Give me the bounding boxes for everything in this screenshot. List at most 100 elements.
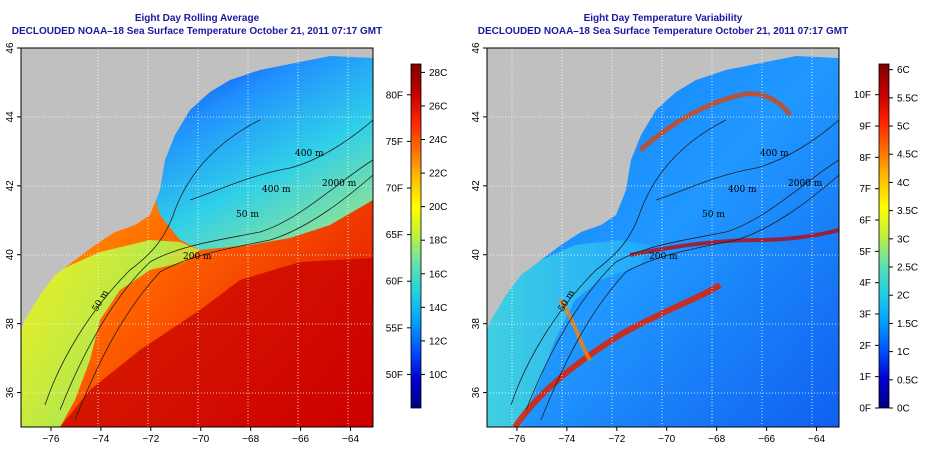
right-lat-tick-label: 36: [471, 387, 482, 399]
right-lon-axis: −76 −74 −72 −70 −68 −66 −64: [508, 427, 825, 445]
left-cbar-celsius-label: 14C: [429, 303, 447, 314]
right-cbar-celsius-label: 2C: [897, 291, 910, 302]
right-shelf-front: [512, 282, 722, 427]
left-lat-tick-label: 38: [5, 318, 16, 330]
left-lat-tick-label: 44: [5, 111, 16, 123]
right-lat-tick-label: 38: [471, 318, 482, 330]
right-cbar-fahrenheit-label: 4F: [859, 278, 871, 289]
left-shelf-water: [21, 240, 200, 427]
right-contour-label: 50 m: [702, 210, 725, 220]
left-lon-tick-label: −64: [342, 434, 359, 445]
left-contour-label: 200 m: [183, 252, 212, 262]
right-land: [487, 48, 839, 330]
left-lon-axis: −76 −74 −72 −70 −68 −66 −64: [42, 427, 359, 445]
right-contour-label: 400 m: [728, 185, 757, 195]
left-cbar-celsius-label: 20C: [429, 202, 447, 213]
left-lon-tick-label: −66: [292, 434, 309, 445]
left-contours: [44, 119, 373, 421]
right-cbar-fahrenheit-label: 2F: [859, 341, 871, 352]
right-cbar-celsius-label: 0.5C: [897, 375, 918, 386]
right-cbar-fahrenheit-label: 3F: [859, 310, 871, 321]
left-land: [21, 48, 373, 330]
right-colorbar-ramp: [878, 63, 890, 409]
left-map-frame: [20, 47, 374, 428]
left-cbar-celsius-label: 12C: [429, 336, 447, 347]
left-contour-label: 400 m: [262, 185, 291, 195]
left-cbar-fahrenheit-label: 75F: [386, 137, 403, 148]
right-map-panel: 400 m 2000 m 400 m 50 m 200 m 50 m: [487, 48, 839, 427]
right-cbar-celsius-label: 6C: [897, 65, 910, 76]
left-title-line1: Eight Day Rolling Average: [135, 13, 260, 24]
left-contour-label: 400 m: [295, 149, 324, 159]
right-lon-tick-label: −68: [708, 434, 725, 445]
right-map-frame: [486, 47, 840, 428]
right-lat-axis: 36 38 40 42 44 46: [471, 42, 487, 398]
right-title-line1: Eight Day Temperature Variability: [584, 13, 743, 24]
right-contours: [510, 119, 839, 421]
right-cbar-celsius-label: 5C: [897, 122, 910, 133]
right-lat-tick-label: 40: [471, 249, 482, 261]
left-cbar-celsius-label: 10C: [429, 370, 447, 381]
right-lon-tick-label: −64: [808, 434, 825, 445]
right-maine-front: [638, 91, 793, 152]
right-cbar-celsius-label: 1C: [897, 347, 910, 358]
left-lon-tick-label: −76: [42, 434, 59, 445]
left-gulf-stream: [60, 258, 373, 427]
right-cbar-fahrenheit-label: 1F: [859, 372, 871, 383]
left-lat-axis: 36 38 40 42 44 46: [5, 42, 21, 398]
right-cbar-celsius-label: 1.5C: [897, 319, 918, 330]
left-colorbar: 28C 26C 24C 22C 20C 18C 16C 14C 12C 10C 80F 75F 70F 6…: [386, 63, 447, 409]
left-cbar-celsius-label: 16C: [429, 269, 447, 280]
left-cbar-fahrenheit-label: 50F: [386, 370, 403, 381]
left-cbar-celsius-label: 26C: [429, 101, 447, 112]
left-cbar-fahrenheit-label: 70F: [386, 183, 403, 194]
right-cbar-fahrenheit-label: 6F: [859, 216, 871, 227]
right-slope-front: [558, 298, 592, 362]
right-cbar-celsius-label: 5.5C: [897, 93, 918, 104]
left-lon-tick-label: −72: [142, 434, 159, 445]
left-contour-label: 2000 m: [322, 179, 357, 189]
right-colorbar: 6C 5.5C 5C 4.5C 4C 3.5C 3C 2.5C 2C 1.5C 1C 0.5C 0C 10…: [854, 63, 918, 415]
right-cbar-celsius-label: 4C: [897, 178, 910, 189]
right-lon-tick-label: −72: [608, 434, 625, 445]
right-gulf-edge: [629, 228, 839, 257]
left-cbar-celsius-label: 24C: [429, 135, 447, 146]
right-lat-tick-label: 46: [471, 42, 482, 54]
right-cbar-fahrenheit-label: 8F: [859, 153, 871, 164]
right-cbar-celsius-label: 4.5C: [897, 150, 918, 161]
right-lon-tick-label: −74: [558, 434, 575, 445]
left-contour-label: 50 m: [236, 210, 259, 220]
right-contour-label: 200 m: [649, 252, 678, 262]
left-grid: [21, 48, 373, 427]
right-lat-tick-label: 44: [471, 111, 482, 123]
left-lon-tick-label: −74: [92, 434, 109, 445]
right-title-line2: DECLOUDED NOAA–18 Sea Surface Temperatur…: [478, 26, 849, 37]
left-cbar-fahrenheit-label: 80F: [386, 90, 403, 101]
left-lon-tick-label: −68: [242, 434, 259, 445]
right-cbar-fahrenheit-label: 7F: [859, 184, 871, 195]
right-lon-tick-label: −66: [758, 434, 775, 445]
left-cbar-fahrenheit-label: 60F: [386, 277, 403, 288]
right-contour-label: 2000 m: [788, 179, 823, 189]
left-lat-tick-label: 46: [5, 42, 16, 54]
left-title-line2: DECLOUDED NOAA–18 Sea Surface Temperatur…: [12, 26, 383, 37]
right-grid: [487, 48, 839, 427]
left-cbar-fahrenheit-label: 55F: [386, 323, 403, 334]
right-shelf-water: [487, 240, 650, 427]
right-cbar-fahrenheit-label: 5F: [859, 247, 871, 258]
right-cbar-celsius-label: 0C: [897, 404, 910, 415]
left-colorbar-ramp: [410, 63, 422, 409]
left-lat-tick-label: 40: [5, 249, 16, 261]
right-cbar-fahrenheit-label: 0F: [859, 404, 871, 415]
right-cbar-celsius-label: 3.5C: [897, 206, 918, 217]
right-lat-tick-label: 42: [471, 180, 482, 192]
left-cbar-celsius-label: 22C: [429, 169, 447, 180]
left-map-panel: 400 m 400 m 2000 m 50 m 200 m 50 m: [21, 48, 373, 427]
right-cbar-celsius-label: 2.5C: [897, 263, 918, 274]
left-lon-tick-label: −70: [192, 434, 209, 445]
left-cbar-celsius-label: 28C: [429, 68, 447, 79]
right-lon-tick-label: −76: [508, 434, 525, 445]
right-lon-tick-label: −70: [658, 434, 675, 445]
right-cbar-celsius-label: 3C: [897, 234, 910, 245]
